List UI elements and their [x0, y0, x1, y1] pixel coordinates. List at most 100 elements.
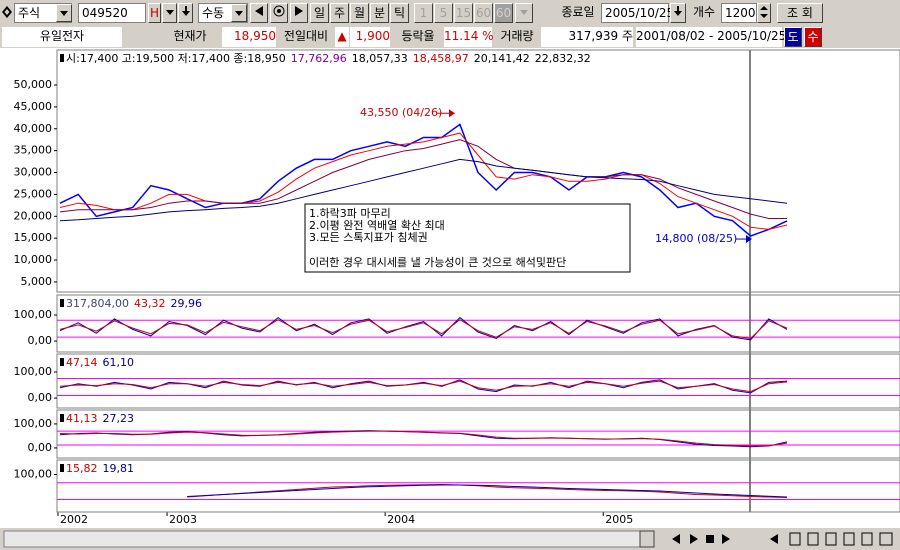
rate-label: 등락율	[401, 29, 435, 43]
nav-buttons[interactable]	[672, 532, 893, 546]
period-button[interactable]: 분	[370, 3, 389, 23]
price: 18,950	[222, 27, 276, 47]
count-input[interactable]: 1200	[721, 3, 757, 23]
legend-text: 22,832,32	[535, 52, 591, 65]
series-line	[187, 483, 788, 498]
y-tick-label: 50,000	[14, 78, 53, 91]
legend-text: 61,10	[103, 356, 135, 369]
next-button[interactable]	[290, 3, 308, 23]
change: 1,900	[350, 27, 390, 47]
dropdown-button[interactable]	[56, 4, 72, 22]
minute-button[interactable]: 1	[414, 3, 433, 23]
minute-dropdown[interactable]	[515, 3, 533, 23]
y-tick-label: 30,000	[14, 166, 53, 179]
dropdown-button[interactable]	[162, 3, 177, 23]
scroll-track[interactable]	[3, 530, 655, 548]
period-button[interactable]: 주	[330, 3, 349, 23]
y-tick-label: 45,000	[14, 100, 53, 113]
end-date-label: 종료일	[561, 5, 595, 19]
series-line	[59, 123, 788, 237]
y-tick-label: 100,00	[14, 468, 53, 481]
x-tick-label: 2004	[387, 513, 415, 526]
series-line	[187, 484, 788, 498]
series-line	[59, 319, 788, 340]
center-button[interactable]	[270, 3, 288, 23]
arrow	[60, 11, 68, 16]
panel-frame	[56, 294, 900, 353]
code-input[interactable]: 049520	[78, 3, 146, 23]
series-line	[59, 158, 788, 222]
toggle-button[interactable]: 수	[804, 27, 822, 47]
y-tick-label: 35,000	[14, 144, 53, 157]
series-line	[59, 139, 787, 219]
series-line	[59, 132, 788, 230]
change-sign: ▲	[335, 27, 349, 47]
period-button[interactable]: 일	[310, 3, 329, 23]
y-tick-label: 40,000	[14, 122, 53, 135]
y-tick-label: 100,00	[14, 365, 53, 378]
x-tick-label: 2002	[60, 513, 88, 526]
annotation-text: 43,550 (04/26)	[360, 106, 442, 119]
legend-marker	[60, 464, 64, 472]
y-tick-label: 15,000	[14, 231, 53, 244]
down-button[interactable]	[178, 3, 193, 23]
legend-text: 47,14	[66, 356, 98, 369]
rate: 11.14 %	[444, 27, 494, 47]
legend-text: 29,96	[170, 297, 202, 310]
y-tick-label: 10,000	[14, 253, 53, 266]
volume-label: 거래량	[500, 29, 534, 43]
price-label: 현재가	[173, 29, 207, 43]
arrow	[235, 11, 243, 16]
scroll-thumb[interactable]	[639, 530, 655, 548]
prev-button[interactable]	[250, 3, 268, 23]
period-button[interactable]: 틱	[390, 3, 409, 23]
count-label: 개수	[692, 5, 716, 19]
legend-text: 317,804,00	[66, 297, 129, 310]
x-tick-label: 2003	[169, 513, 197, 526]
legend-text: 시:17,400 고:19,500 저:17,400 종:18,950	[66, 52, 286, 65]
spinner[interactable]	[757, 3, 771, 23]
end-date-input[interactable]: 2005/10/25	[601, 3, 674, 23]
y-tick-label: 25,000	[14, 187, 53, 200]
arrow-head	[746, 235, 752, 244]
chart-background	[0, 48, 900, 528]
legend-marker	[60, 358, 64, 366]
panel-frame	[56, 409, 900, 459]
note-line: 1.하락3파 마무리	[309, 206, 391, 220]
arrow	[674, 6, 682, 16]
arrow	[760, 6, 768, 18]
legend-text: 43,32	[134, 297, 166, 310]
annotation-text: 14,800 (08/25)	[655, 232, 737, 245]
panel-frame	[56, 353, 900, 409]
note-line: 2.이평 완전 역배열 확산 최대	[309, 219, 445, 232]
code-flag[interactable]: H	[148, 3, 161, 23]
minute-button[interactable]: 60	[474, 3, 493, 23]
date-button[interactable]	[670, 3, 686, 23]
series-line	[59, 380, 788, 393]
legend-text: 18,458,97	[413, 52, 469, 65]
legend-text: 20,141,42	[474, 52, 530, 65]
series-line	[59, 430, 788, 447]
y-tick-label: 20,000	[14, 209, 53, 222]
y-tick-label: 0,00	[28, 334, 53, 347]
legend-text: 19,81	[103, 462, 135, 475]
minute-button[interactable]: 15	[454, 3, 473, 23]
arrow	[295, 6, 303, 16]
panel-frame	[56, 49, 900, 293]
menu-icon[interactable]	[2, 6, 12, 18]
dropdown-button[interactable]	[231, 4, 247, 22]
note-line: 3.모든 스톡지표가 침체권	[309, 231, 428, 244]
toggle-button[interactable]: 도	[784, 27, 802, 47]
minute-button[interactable]: 5	[434, 3, 453, 23]
minute-button[interactable]: 60	[494, 3, 513, 23]
y-tick-label: 0,00	[28, 441, 53, 454]
legend-marker	[60, 54, 64, 62]
arrow	[520, 10, 528, 15]
panel-frame	[56, 459, 900, 513]
query-button[interactable]: 조 회	[777, 3, 823, 23]
legend-text: 17,762,96	[291, 52, 347, 65]
y-tick-label: 5,000	[21, 275, 53, 288]
period-button[interactable]: 월	[350, 3, 369, 23]
arrow	[165, 10, 174, 15]
